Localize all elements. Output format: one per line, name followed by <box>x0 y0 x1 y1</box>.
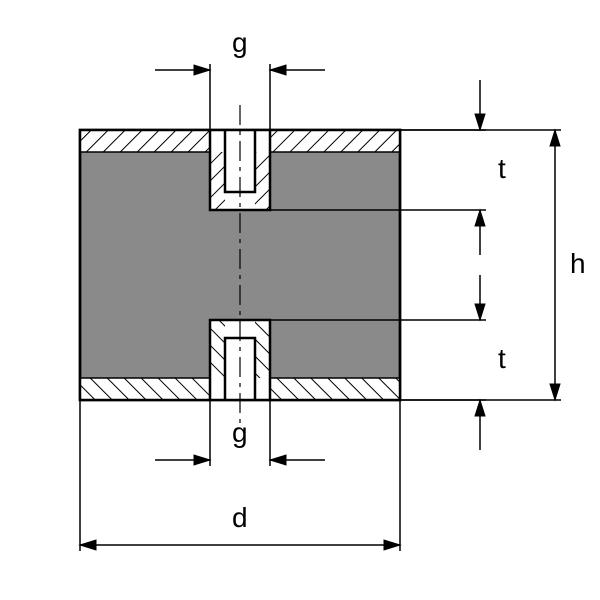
bottom-socket-wing-right <box>255 320 270 378</box>
arrowhead <box>194 455 210 465</box>
arrowhead <box>475 304 485 320</box>
dim-label-d: d <box>232 502 248 533</box>
arrowhead <box>475 400 485 416</box>
arrowhead <box>270 65 286 75</box>
dim-label-t-top: t <box>498 153 506 184</box>
dim-label-g-top: g <box>232 27 248 58</box>
technical-drawing: g g d t t h <box>0 0 600 600</box>
arrowhead <box>384 540 400 550</box>
arrowhead <box>80 540 96 550</box>
arrowhead <box>550 130 560 146</box>
dim-label-t-bot: t <box>498 343 506 374</box>
bottom-socket-wing-left <box>210 320 225 378</box>
top-socket-wing-right <box>255 152 270 210</box>
dim-label-g-bot: g <box>232 417 248 448</box>
top-socket-wing-left <box>210 152 225 210</box>
arrowhead <box>194 65 210 75</box>
arrowhead <box>550 384 560 400</box>
arrowhead <box>475 114 485 130</box>
arrowhead <box>270 455 286 465</box>
arrowhead <box>475 210 485 226</box>
dim-label-h: h <box>570 248 586 279</box>
